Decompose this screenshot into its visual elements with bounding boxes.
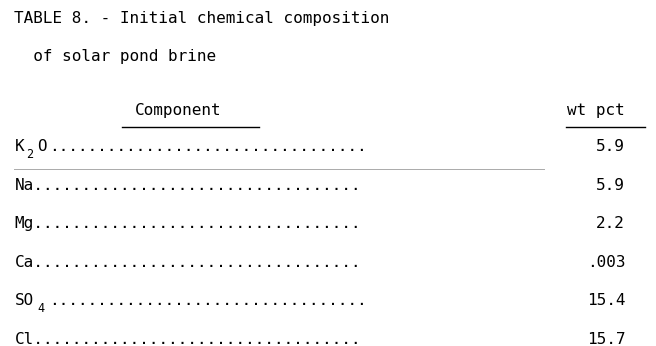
Text: .................................: ................................. (49, 293, 366, 308)
Text: Mg..................................: Mg.................................. (14, 216, 361, 231)
Text: .................................: ................................. (49, 139, 366, 154)
Text: 2.2: 2.2 (596, 216, 625, 231)
Text: O: O (37, 139, 47, 154)
Text: .003: .003 (586, 255, 625, 270)
Text: K: K (14, 139, 24, 154)
Text: 2: 2 (26, 148, 33, 161)
Text: TABLE 8. - Initial chemical composition: TABLE 8. - Initial chemical composition (14, 11, 390, 26)
Text: 5.9: 5.9 (596, 177, 625, 193)
Text: of solar pond brine: of solar pond brine (14, 49, 216, 64)
Text: SO: SO (14, 293, 33, 308)
Text: Component: Component (134, 102, 221, 118)
Text: 15.4: 15.4 (586, 293, 625, 308)
Text: wt pct: wt pct (567, 102, 625, 118)
Text: Na..................................: Na.................................. (14, 177, 361, 193)
Text: 4: 4 (37, 302, 45, 315)
Text: Ca..................................: Ca.................................. (14, 255, 361, 270)
Text: Cl..................................: Cl.................................. (14, 332, 361, 346)
Text: 5.9: 5.9 (596, 139, 625, 154)
Text: 15.7: 15.7 (586, 332, 625, 346)
